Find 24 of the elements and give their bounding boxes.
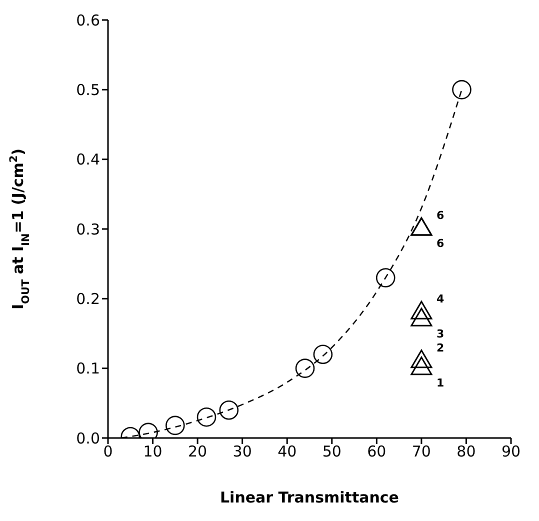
x-tick-label: 10 <box>143 442 162 461</box>
y-tick-label: 0.5 <box>76 80 100 99</box>
x-tick-label: 40 <box>278 442 297 461</box>
y-tick-label: 0.6 <box>76 11 100 30</box>
annotation: 6 <box>436 209 444 222</box>
annotation: 1 <box>436 376 444 390</box>
annotation: 3 <box>436 328 444 341</box>
x-tick-label: 30 <box>232 442 252 461</box>
annotation: 6 <box>436 237 444 250</box>
y-tick-label: 0.3 <box>76 220 100 238</box>
x-tick-label: 80 <box>456 442 476 461</box>
x-axis-title: Linear Transmittance <box>220 488 399 507</box>
x-tick-label: 0 <box>103 442 113 461</box>
y-tick-label: 0.4 <box>76 150 100 169</box>
x-tick-label: 70 <box>412 442 431 461</box>
annotation: 4 <box>436 292 444 306</box>
y-tick-label: 0.2 <box>76 290 100 308</box>
y-tick-label: 0.0 <box>76 429 100 448</box>
x-tick-label: 90 <box>501 442 521 461</box>
x-tick-label: 50 <box>322 442 342 461</box>
x-tick-label: 60 <box>367 442 386 461</box>
y-tick-label: 0.1 <box>76 360 100 378</box>
x-tick-label: 20 <box>188 442 208 461</box>
annotation: 2 <box>436 341 444 354</box>
